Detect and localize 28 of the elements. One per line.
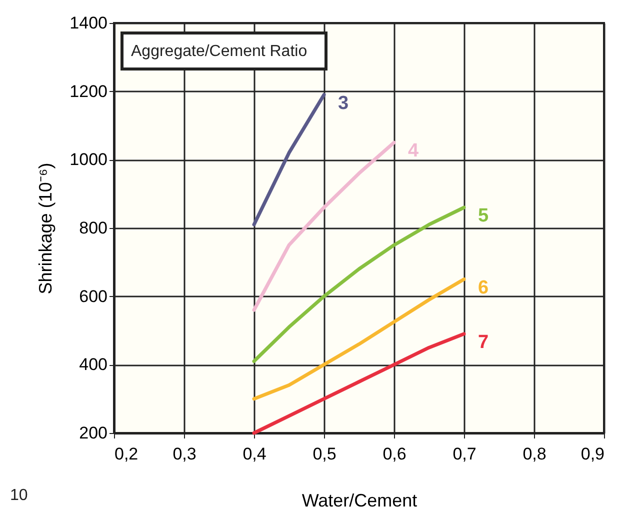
x-tick-label: 0,8 — [522, 444, 546, 464]
x-tick-label: 0,5 — [312, 444, 336, 464]
line-series — [252, 140, 396, 312]
text: 10 — [10, 487, 28, 504]
y-tick-label: 1000 — [70, 150, 108, 170]
y-tick-label: 600 — [79, 286, 108, 306]
line-series — [252, 278, 466, 401]
y-tick-label: 200 — [79, 424, 108, 442]
x-tick-label: 0,6 — [382, 444, 406, 464]
series-label: 5 — [478, 206, 489, 226]
y-tick-label: 1200 — [70, 82, 108, 101]
y-tick-label: 1400 — [70, 14, 108, 32]
x-tick-label: 0,2 — [114, 444, 138, 464]
legend-title: Aggregate/Cement Ratio — [131, 43, 308, 60]
series-label: 6 — [478, 277, 489, 298]
y-tick-label: 400 — [79, 355, 108, 374]
series-label: 3 — [338, 92, 349, 114]
line-series — [252, 206, 466, 363]
x-tick-label: 0,9 — [580, 444, 604, 464]
y-axis-title: Shrinkage (10⁻⁶) — [36, 162, 56, 294]
series-label: 7 — [478, 332, 489, 353]
x-tick-label: 0,3 — [172, 444, 196, 464]
x-tick-label: 0,7 — [452, 444, 476, 464]
x-axis-title: Water/Cement — [302, 490, 418, 510]
line-series — [252, 332, 466, 435]
y-tick-label: 800 — [79, 218, 108, 238]
series-label: 4 — [408, 140, 419, 162]
x-tick-label: 0,4 — [242, 444, 266, 464]
